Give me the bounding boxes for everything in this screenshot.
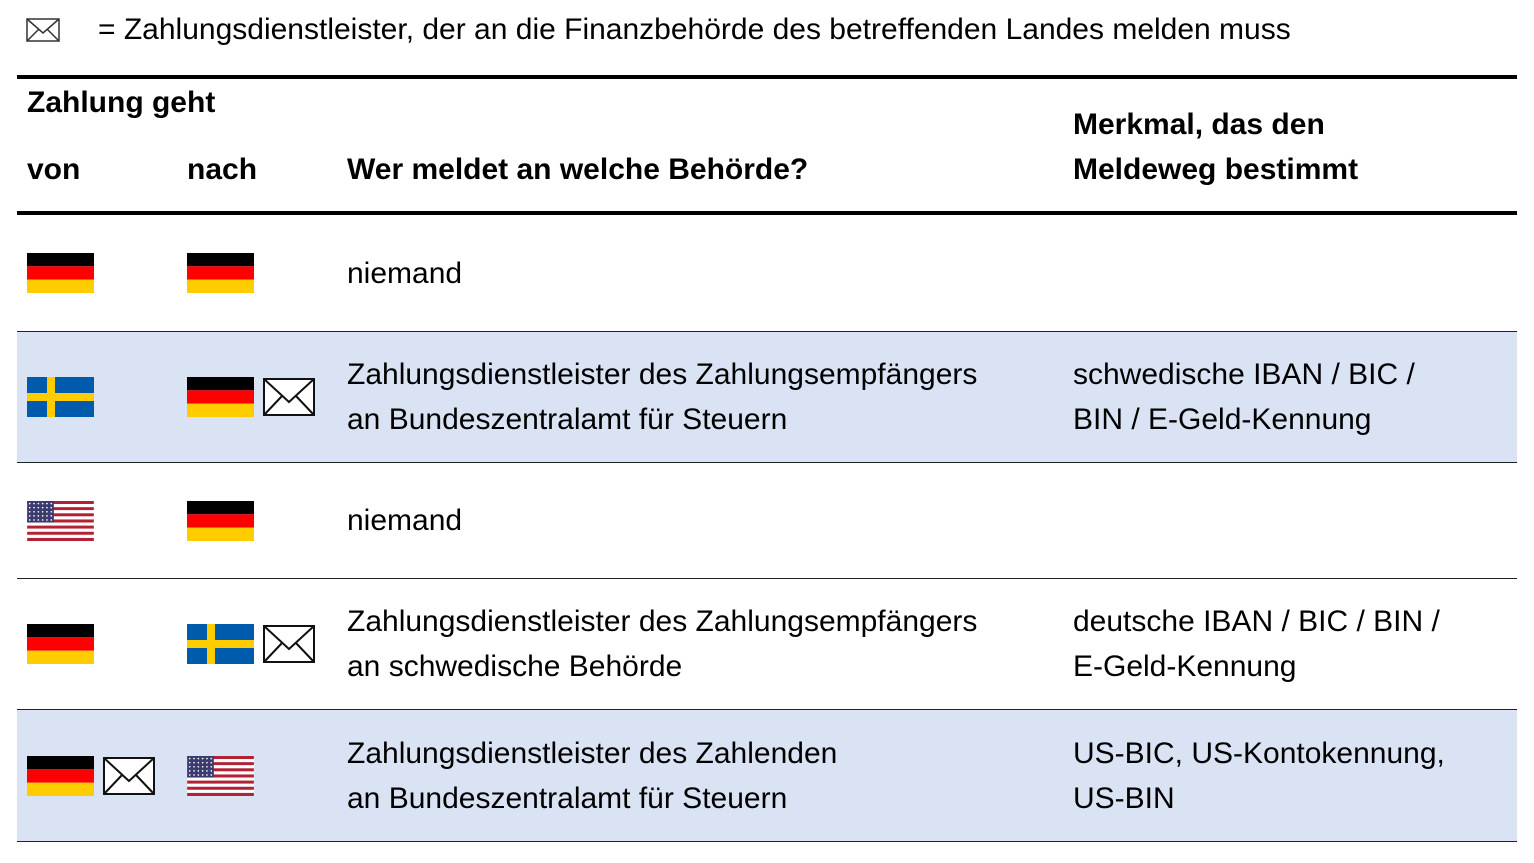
wer-line-1: niemand xyxy=(347,256,463,290)
header-group: Zahlung geht xyxy=(27,86,216,119)
flag-sweden-icon xyxy=(187,624,254,664)
header-rule xyxy=(17,211,1517,215)
merkmal-line-1: schwedische IBAN / BIC / xyxy=(1073,358,1415,391)
table-row: Zahlungsdienstleister des Zahlungsempfän… xyxy=(17,579,1517,710)
merkmal-cell: deutsche IBAN / BIC / BIN / E-Geld-Kennun… xyxy=(1073,579,1440,709)
legend-text: = Zahlungsdienstleister, der an die Fina… xyxy=(98,13,1291,46)
envelope-icon xyxy=(26,18,60,42)
nach-cell xyxy=(187,463,254,578)
von-cell xyxy=(27,332,94,462)
header-nach: nach xyxy=(187,153,258,186)
envelope-icon xyxy=(103,756,155,795)
wer-line-1: Zahlungsdienstleister des Zahlungsempfän… xyxy=(347,358,978,391)
wer-line-2: an schwedische Behörde xyxy=(347,650,683,683)
wer-line-1: Zahlungsdienstleister des Zahlungsempfän… xyxy=(347,605,978,638)
header-merkmal-2: Meldeweg bestimmt xyxy=(1073,153,1359,186)
header-von: von xyxy=(27,153,81,186)
flag-germany-icon xyxy=(27,253,94,293)
nach-cell xyxy=(187,579,315,709)
wer-line-2: an Bundeszentralamt für Steuern xyxy=(347,781,788,815)
wer-cell: Zahlungsdienstleister des Zahlungsempfän… xyxy=(347,332,977,462)
flag-germany-icon xyxy=(27,755,94,796)
top-rule xyxy=(17,75,1517,79)
legend: = Zahlungsdienstleister, der an die Fina… xyxy=(17,10,1291,50)
von-cell xyxy=(27,579,94,709)
table-row: Zahlungsdienstleister des Zahlungsempfän… xyxy=(17,332,1517,463)
flag-usa-icon xyxy=(27,500,94,541)
nach-cell xyxy=(187,710,254,841)
merkmal-line-1: deutsche IBAN / BIC / BIN / xyxy=(1073,605,1440,638)
flag-usa-icon xyxy=(187,755,254,796)
nach-cell xyxy=(187,332,315,462)
flag-germany-icon xyxy=(27,624,94,664)
von-cell xyxy=(27,215,94,331)
merkmal-line-2: BIN / E-Geld-Kennung xyxy=(1073,403,1372,436)
merkmal-line-1: US-BIC, US-Kontokennung, xyxy=(1073,736,1445,770)
wer-cell: niemand xyxy=(347,215,462,331)
header-wer: Wer meldet an welche Behörde? xyxy=(347,153,809,186)
nach-cell xyxy=(187,215,254,331)
flag-sweden-icon xyxy=(27,377,94,417)
wer-cell: Zahlungsdienstleister des Zahlenden an Bu… xyxy=(347,710,837,841)
flag-germany-icon xyxy=(187,253,254,293)
von-cell xyxy=(27,463,94,578)
envelope-icon xyxy=(263,625,315,663)
wer-line-1: niemand xyxy=(347,504,463,537)
merkmal-line-2: US-BIN xyxy=(1073,781,1175,815)
header-merkmal-1: Merkmal, das den xyxy=(1073,108,1325,141)
wer-cell: niemand xyxy=(347,463,462,578)
envelope-icon xyxy=(263,378,315,416)
von-cell xyxy=(27,710,155,841)
merkmal-line-2: E-Geld-Kennung xyxy=(1073,650,1297,683)
wer-cell: Zahlungsdienstleister des Zahlungsempfän… xyxy=(347,579,977,709)
table-row: Zahlungsdienstleister des Zahlenden an Bu… xyxy=(17,710,1517,842)
merkmal-cell: US-BIC, US-Kontokennung, US-BIN xyxy=(1073,710,1445,841)
table-row: niemand xyxy=(17,215,1517,332)
flag-germany-icon xyxy=(187,377,254,417)
flag-germany-icon xyxy=(187,500,254,541)
wer-line-2: an Bundeszentralamt für Steuern xyxy=(347,403,788,436)
table-row: niemand xyxy=(17,463,1517,579)
wer-line-1: Zahlungsdienstleister des Zahlenden xyxy=(347,736,838,770)
merkmal-cell: schwedische IBAN / BIC / BIN / E-Geld-Ken… xyxy=(1073,332,1415,462)
